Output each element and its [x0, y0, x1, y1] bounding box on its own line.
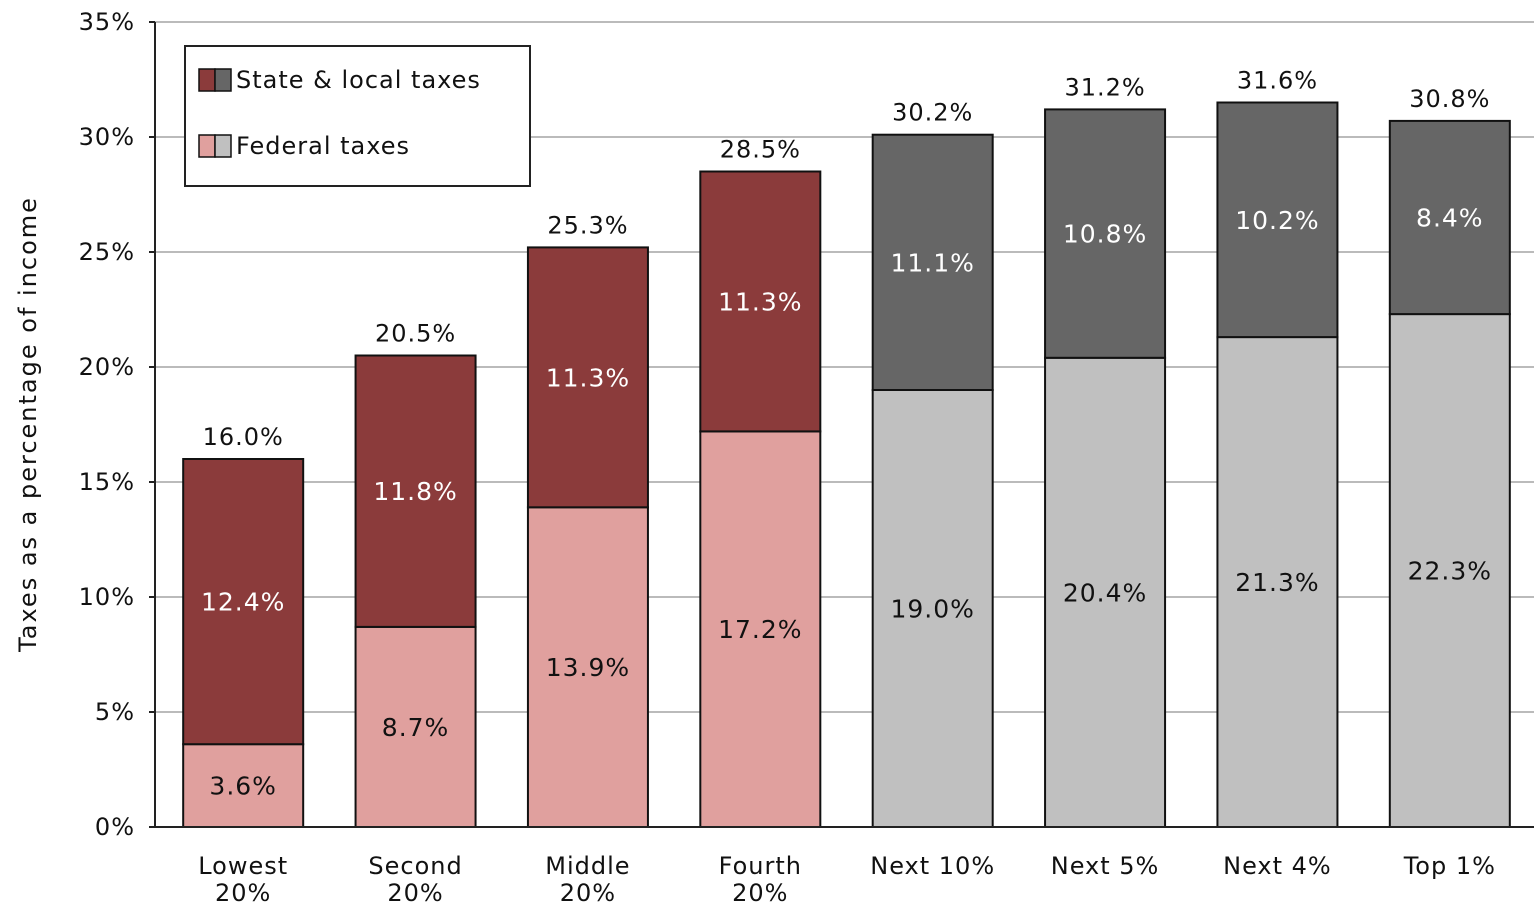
- data-label-state-local: 12.4%: [201, 588, 285, 617]
- bar-state-local: [1388, 119, 1511, 316]
- y-tick-label: 0%: [95, 813, 135, 841]
- legend-swatch-state: [198, 68, 232, 92]
- y-tick-label: 35%: [79, 8, 135, 36]
- data-label-state-local: 11.3%: [718, 287, 802, 316]
- data-label-federal: 8.7%: [382, 713, 450, 742]
- data-label-total: 25.3%: [547, 211, 628, 239]
- axes: [154, 22, 1534, 828]
- x-category-label: 20%: [732, 879, 788, 907]
- data-label-federal: 13.9%: [546, 653, 630, 682]
- bar-federal: [182, 743, 305, 829]
- data-label-federal: 21.3%: [1235, 568, 1319, 597]
- bars: 3.6% 12.4% 16.0% 8.7% 11.8% 20.5% 13.9% 11.3% 25…: [182, 67, 1511, 829]
- data-label-federal: 19.0%: [890, 595, 974, 624]
- x-category-label: Second: [368, 852, 462, 880]
- y-tick-label: 15%: [79, 468, 135, 496]
- data-label-total: 16.0%: [203, 423, 284, 451]
- bar-federal: [871, 389, 994, 828]
- y-tick-label: 20%: [79, 353, 135, 381]
- x-category-label: Fourth: [719, 852, 802, 880]
- y-tick-label: 5%: [95, 698, 135, 726]
- bar-federal: [1388, 313, 1511, 829]
- x-category-label: Next 10%: [870, 852, 995, 880]
- data-label-federal: 22.3%: [1408, 557, 1492, 586]
- y-tick-label: 10%: [79, 583, 135, 611]
- data-label-total: 30.2%: [892, 99, 973, 127]
- x-category-label: Next 4%: [1223, 852, 1332, 880]
- data-label-total: 31.2%: [1064, 73, 1145, 101]
- bar-state-local: [1044, 108, 1167, 359]
- bar-state-local: [871, 133, 994, 391]
- x-axis-categories: Lowest20%Second20%Middle20%Fourth20%Next…: [198, 852, 1496, 907]
- data-label-federal: 20.4%: [1063, 578, 1147, 607]
- data-label-state-local: 10.8%: [1063, 220, 1147, 249]
- bar-state-local: [699, 170, 822, 433]
- bar-federal: [1216, 336, 1339, 828]
- x-category-label: 20%: [215, 879, 271, 907]
- legend-box: [184, 45, 531, 187]
- data-label-total: 28.5%: [720, 136, 801, 164]
- data-label-state-local: 11.8%: [373, 477, 457, 506]
- bar-state-local: [526, 246, 649, 509]
- x-category-label: Next 5%: [1051, 852, 1160, 880]
- data-label-federal: 3.6%: [209, 772, 277, 801]
- x-category-label: Middle: [545, 852, 630, 880]
- data-label-total: 31.6%: [1237, 67, 1318, 95]
- bar-state-local: [1216, 101, 1339, 339]
- data-label-state-local: 11.1%: [890, 248, 974, 277]
- data-label-federal: 17.2%: [718, 615, 802, 644]
- data-label-total: 30.8%: [1409, 85, 1490, 113]
- bar-federal: [699, 430, 822, 828]
- legend-label-federal: Federal taxes: [236, 132, 410, 160]
- x-category-label: 20%: [560, 879, 616, 907]
- bar-state-local: [354, 354, 477, 628]
- y-axis-label: Taxes as a percentage of income: [14, 196, 42, 653]
- data-label-state-local: 10.2%: [1235, 206, 1319, 235]
- data-label-state-local: 8.4%: [1416, 204, 1484, 233]
- y-axis-ticks: 0% 5% 10% 15% 20% 25% 30% 35%: [79, 8, 155, 841]
- x-category-label: Top 1%: [1403, 852, 1496, 880]
- x-category-label: Lowest: [198, 852, 288, 880]
- bar-federal: [1044, 356, 1167, 828]
- data-label-state-local: 11.3%: [546, 363, 630, 392]
- legend-label-state: State & local taxes: [236, 66, 481, 94]
- bar-federal: [526, 506, 649, 828]
- legend: State & local taxes Federal taxes: [184, 45, 531, 187]
- x-category-label: 20%: [387, 879, 443, 907]
- bar-state-local: [182, 458, 305, 746]
- y-tick-label: 30%: [79, 123, 135, 151]
- legend-swatch-federal: [198, 134, 232, 158]
- data-label-total: 20.5%: [375, 320, 456, 348]
- y-tick-label: 25%: [79, 238, 135, 266]
